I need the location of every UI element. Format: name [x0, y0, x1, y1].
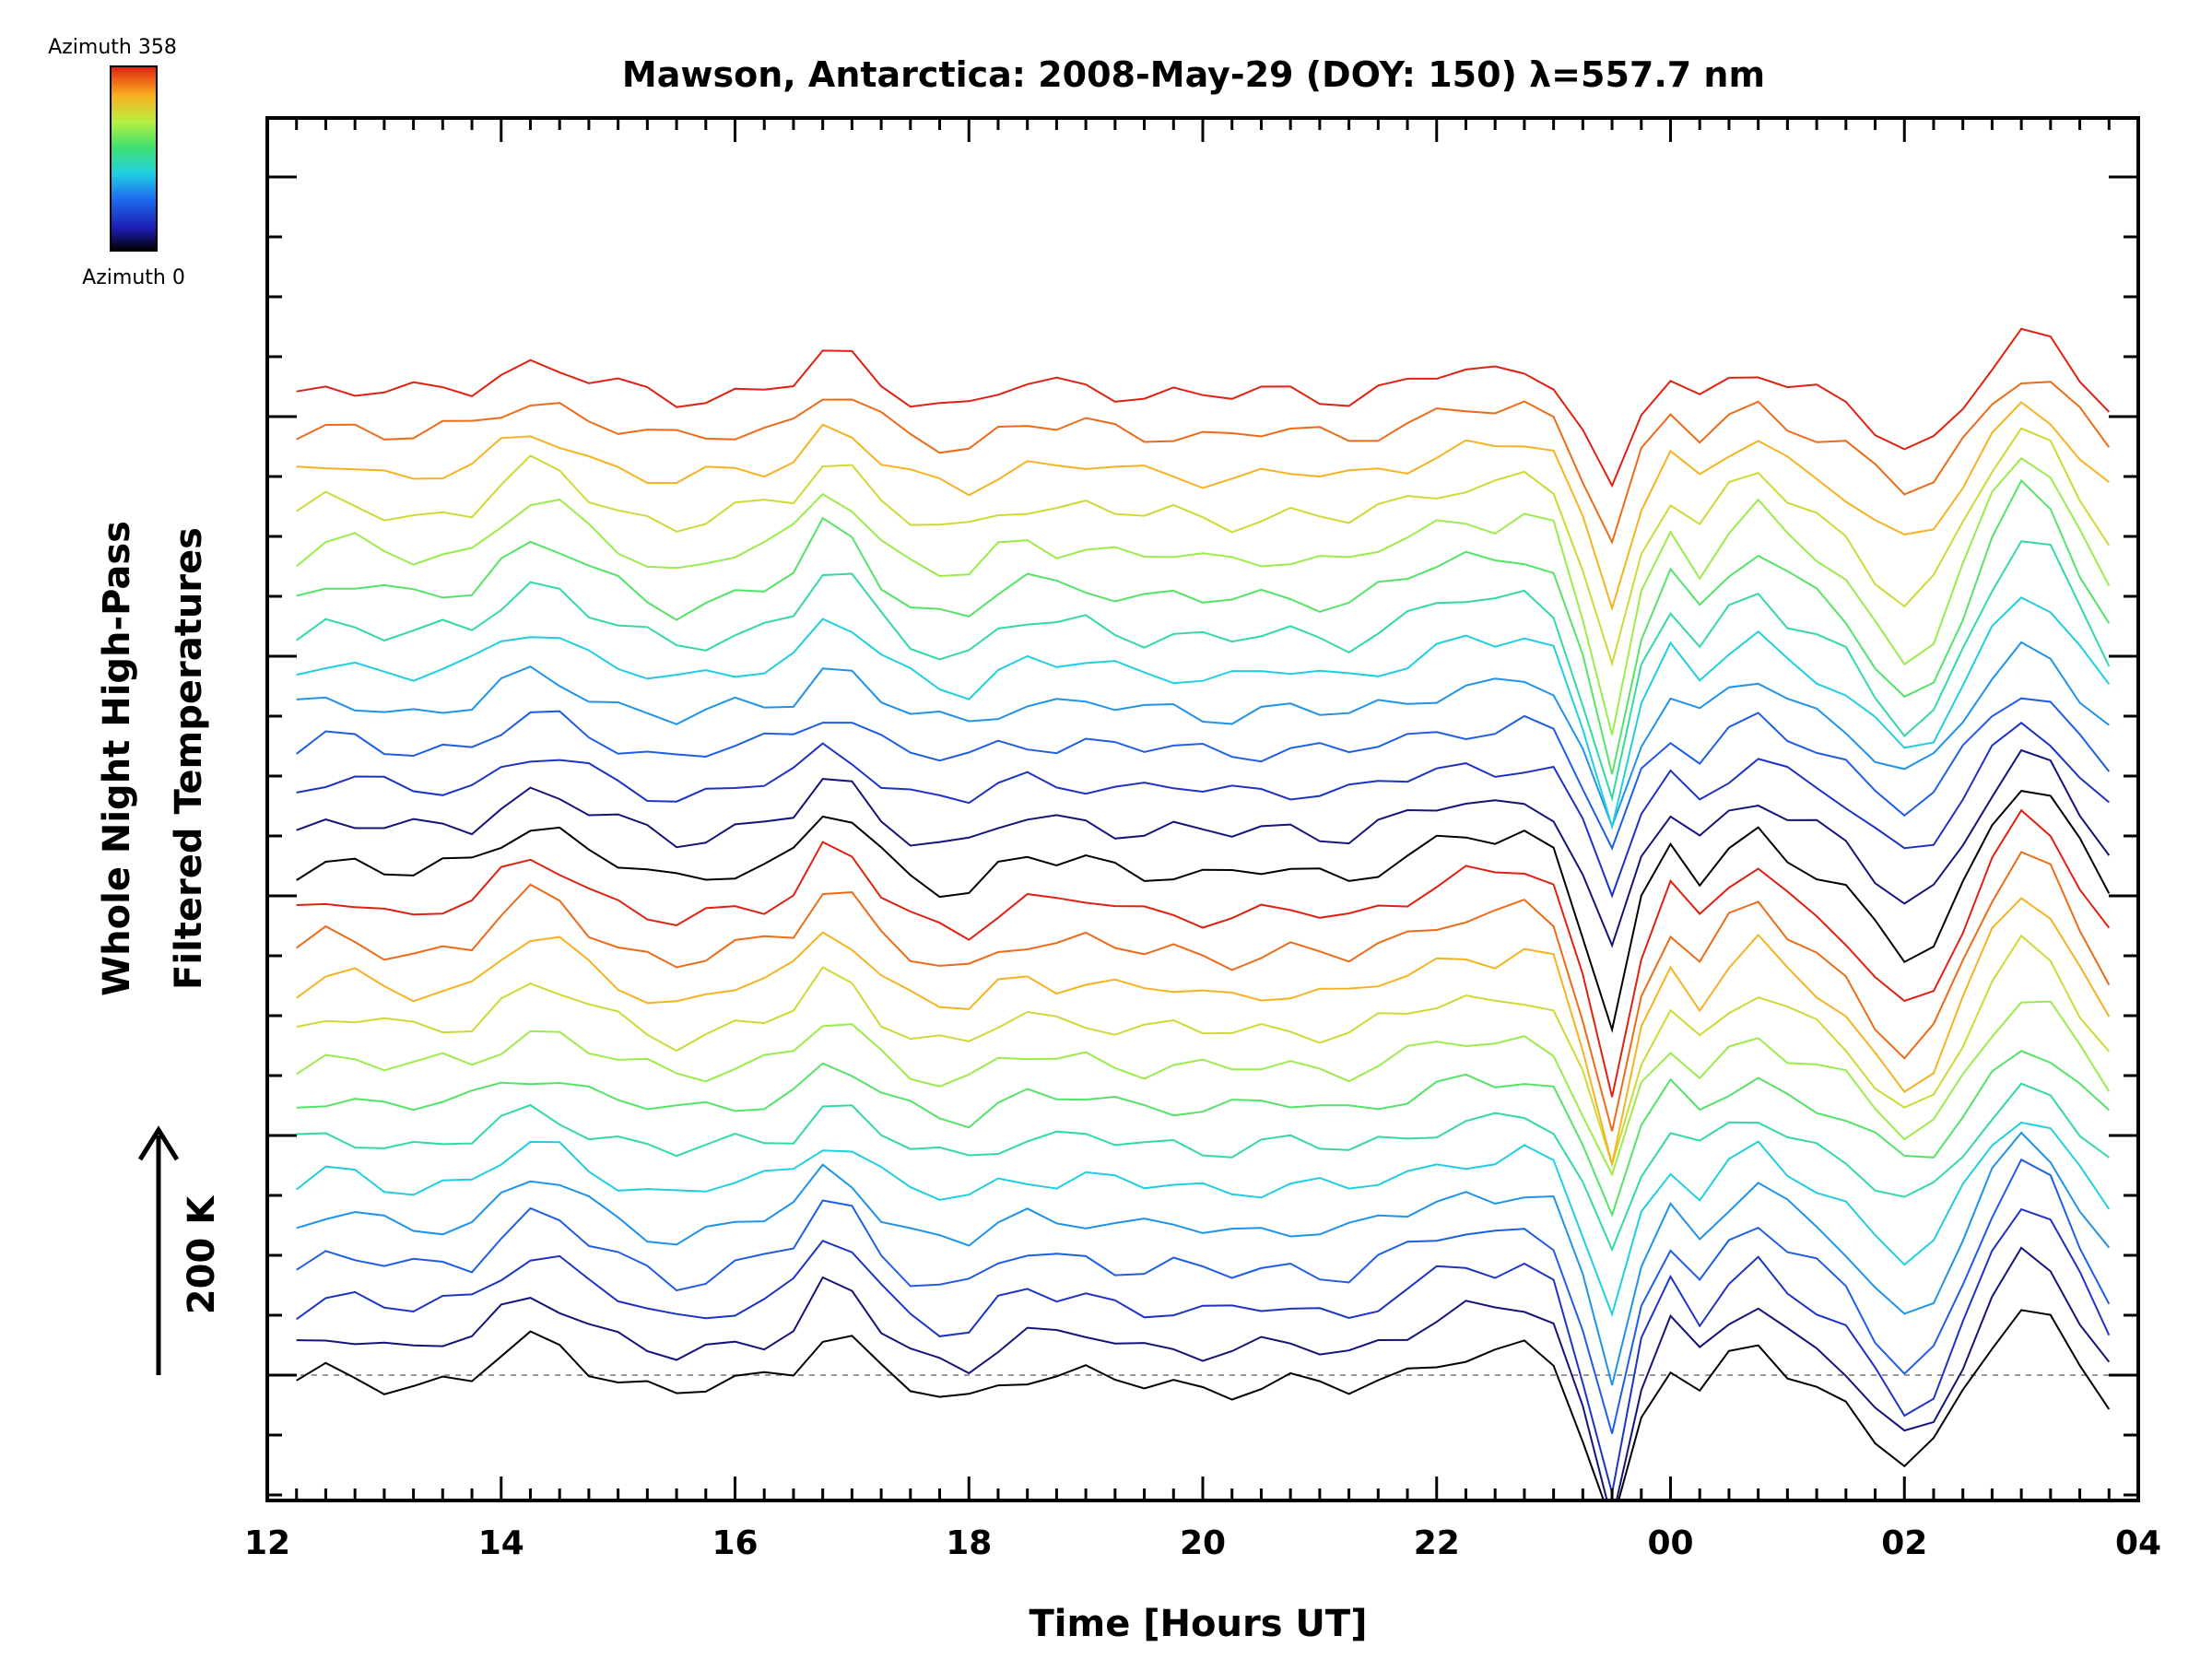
y-axis-label-line2: Filtered Temperatures — [168, 527, 210, 990]
series-line-8 — [296, 1000, 2111, 1177]
series-line-10 — [296, 897, 2111, 1165]
series-line-22 — [296, 427, 2111, 667]
colorbar — [110, 65, 158, 252]
colorbar-top-label: Azimuth 358 — [48, 36, 177, 59]
plot-frame — [265, 116, 2140, 1502]
series-line-23 — [296, 401, 2110, 612]
x-tick-label: 12 — [244, 1524, 290, 1562]
series-line-20 — [296, 478, 2111, 775]
axis-ticks — [265, 118, 2140, 1500]
x-tick-label: 14 — [478, 1524, 524, 1562]
x-axis-label: Time [Hours UT] — [1030, 1603, 1368, 1645]
x-tick-labels: 12 14 16 18 20 22 00 02 04 — [244, 1524, 2161, 1562]
series-line-16 — [296, 697, 2111, 851]
scale-bar-label: 200 K — [181, 1194, 223, 1314]
series-line-14 — [296, 748, 2111, 948]
chart-title: Mawson, Antarctica: 2008-May-29 (DOY: 15… — [622, 54, 1765, 95]
series-line-21 — [296, 456, 2111, 735]
x-tick-label: 22 — [1414, 1524, 1460, 1562]
series-line-11 — [296, 851, 2111, 1132]
series-line-19 — [296, 540, 2111, 803]
series-line-3 — [296, 1158, 2111, 1434]
series-line-25 — [296, 327, 2111, 488]
series-group — [296, 327, 2111, 1500]
y-axis-label-line1: Whole Night High-Pass — [96, 521, 138, 996]
series-line-7 — [296, 1050, 2110, 1218]
x-tick-label: 00 — [1647, 1524, 1693, 1562]
series-line-13 — [296, 790, 2111, 1034]
x-tick-label: 16 — [712, 1524, 758, 1562]
scale-bar-arrowhead — [137, 1125, 180, 1161]
series-line-2 — [296, 1207, 2111, 1494]
series-line-9 — [296, 934, 2111, 1169]
series-line-12 — [296, 808, 2111, 1098]
colorbar-bottom-label: Azimuth 0 — [82, 266, 185, 289]
series-line-0 — [296, 1309, 2111, 1500]
series-line-5 — [296, 1121, 2111, 1318]
x-tick-label: 18 — [946, 1524, 992, 1562]
x-tick-label: 20 — [1180, 1524, 1226, 1562]
series-line-24 — [296, 381, 2111, 545]
series-line-17 — [296, 641, 2110, 830]
series-line-18 — [296, 596, 2111, 830]
series-line-4 — [296, 1131, 2111, 1386]
series-line-6 — [296, 1082, 2110, 1253]
series-line-1 — [296, 1246, 2111, 1500]
series-line-15 — [296, 722, 2110, 899]
x-tick-label: 02 — [1881, 1524, 1927, 1562]
x-tick-label: 04 — [2115, 1524, 2161, 1562]
